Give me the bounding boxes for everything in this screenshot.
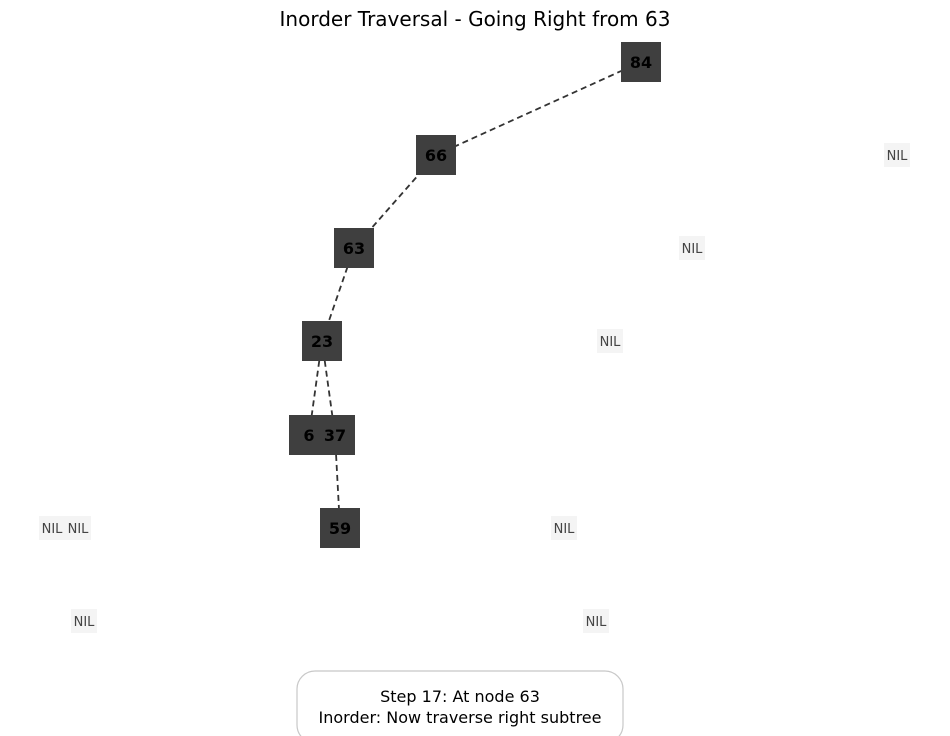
nil-placeholder: NIL bbox=[884, 143, 910, 167]
node-box bbox=[621, 42, 661, 82]
nil-placeholder: NIL bbox=[597, 329, 623, 353]
nil-label: NIL bbox=[554, 522, 576, 537]
nil-box bbox=[597, 329, 623, 353]
tree-node-84: 84 bbox=[621, 42, 661, 82]
status-box-frame bbox=[296, 670, 624, 736]
nil-placeholder: NIL bbox=[65, 516, 91, 540]
node-label: 37 bbox=[324, 426, 346, 445]
nil-box bbox=[551, 516, 577, 540]
node-label: 63 bbox=[343, 239, 365, 258]
nil-placeholder: NIL bbox=[551, 516, 577, 540]
tree-node-59: 59 bbox=[320, 508, 360, 548]
nil-label: NIL bbox=[887, 149, 909, 164]
node-box bbox=[320, 508, 360, 548]
tree-node-37: 37 bbox=[315, 415, 355, 455]
nil-box bbox=[71, 609, 97, 633]
nil-label: NIL bbox=[42, 522, 64, 537]
edges-layer bbox=[308, 61, 642, 529]
tree-node-63: 63 bbox=[334, 228, 374, 268]
status-line-2: Inorder: Now traverse right subtree bbox=[319, 708, 602, 727]
node-box bbox=[416, 135, 456, 175]
nil-label: NIL bbox=[682, 242, 704, 257]
nil-label: NIL bbox=[68, 522, 90, 537]
nil-placeholder: NIL bbox=[679, 236, 705, 260]
status-box: Step 17: At node 63 Inorder: Now travers… bbox=[296, 670, 624, 736]
nil-placeholder: NIL bbox=[39, 516, 65, 540]
node-box bbox=[334, 228, 374, 268]
nil-placeholder: NIL bbox=[71, 609, 97, 633]
nodes-layer: 84 66 63 23 6 37 59 bbox=[289, 42, 661, 548]
node-label: 59 bbox=[329, 519, 351, 538]
nil-label: NIL bbox=[586, 615, 608, 630]
nil-box bbox=[884, 143, 910, 167]
nil-box bbox=[583, 609, 609, 633]
diagram-title: Inorder Traversal - Going Right from 63 bbox=[280, 7, 671, 31]
nil-box bbox=[39, 516, 65, 540]
nil-box bbox=[679, 236, 705, 260]
nil-placeholder: NIL bbox=[583, 609, 609, 633]
node-label: 23 bbox=[311, 332, 333, 351]
node-box bbox=[302, 321, 342, 361]
nil-label: NIL bbox=[74, 615, 96, 630]
node-label: 84 bbox=[630, 53, 652, 72]
nil-placeholders: NIL NIL NIL NIL NIL NIL NIL NIL bbox=[39, 143, 910, 633]
node-label: 66 bbox=[425, 146, 447, 165]
nil-label: NIL bbox=[600, 335, 622, 350]
nil-box bbox=[65, 516, 91, 540]
node-box bbox=[315, 415, 355, 455]
node-label: 6 bbox=[303, 426, 314, 445]
tree-node-23: 23 bbox=[302, 321, 342, 361]
status-line-1: Step 17: At node 63 bbox=[380, 687, 540, 706]
tree-node-66: 66 bbox=[416, 135, 456, 175]
edge-n84-n66 bbox=[435, 61, 642, 156]
